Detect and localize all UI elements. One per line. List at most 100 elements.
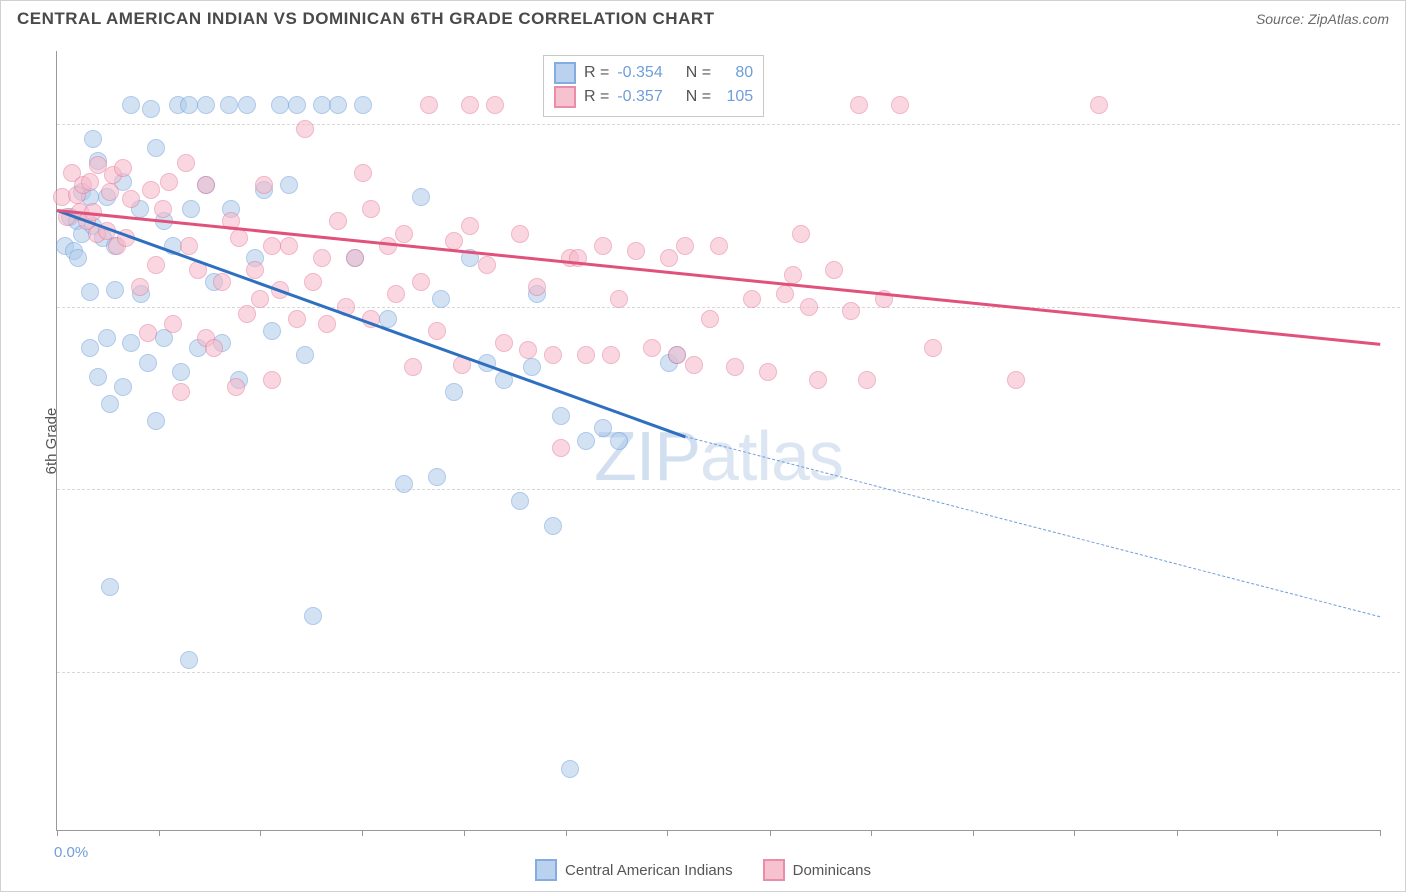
data-point [329, 212, 347, 230]
stat-r-value: -0.354 [617, 64, 673, 82]
data-point [89, 368, 107, 386]
stats-row: R = -0.357 N = 105 [554, 86, 753, 108]
data-point [122, 190, 140, 208]
data-point [461, 217, 479, 235]
data-point [313, 96, 331, 114]
data-point [177, 154, 195, 172]
data-point [850, 96, 868, 114]
data-point [412, 188, 430, 206]
data-point [142, 181, 160, 199]
data-point [610, 432, 628, 450]
data-point [643, 339, 661, 357]
data-point [304, 607, 322, 625]
data-point [594, 419, 612, 437]
x-tick [464, 830, 465, 836]
legend-swatch [535, 859, 557, 881]
data-point [280, 176, 298, 194]
data-point [318, 315, 336, 333]
data-point [776, 285, 794, 303]
data-point [263, 322, 281, 340]
data-point [230, 229, 248, 247]
data-point [495, 334, 513, 352]
stat-r-value: -0.357 [617, 88, 673, 106]
data-point [164, 315, 182, 333]
data-point [784, 266, 802, 284]
data-point [220, 96, 238, 114]
stat-n-value: 105 [719, 88, 753, 106]
x-tick [667, 830, 668, 836]
data-point [577, 346, 595, 364]
data-point [523, 358, 541, 376]
data-point [288, 96, 306, 114]
data-point [544, 346, 562, 364]
data-point [420, 96, 438, 114]
data-point [842, 302, 860, 320]
data-point [180, 96, 198, 114]
x-tick [566, 830, 567, 836]
plot-canvas: ZIPatlas 77.5%85.0%92.5%100.0%R =-0.354 … [56, 51, 1380, 831]
data-point [288, 310, 306, 328]
data-point [101, 183, 119, 201]
x-tick [973, 830, 974, 836]
data-point [101, 578, 119, 596]
data-point [139, 354, 157, 372]
data-point [1090, 96, 1108, 114]
data-point [726, 358, 744, 376]
chart-source: Source: ZipAtlas.com [1256, 11, 1389, 27]
data-point [101, 395, 119, 413]
data-point [197, 176, 215, 194]
data-point [627, 242, 645, 260]
data-point [395, 475, 413, 493]
data-point [296, 120, 314, 138]
data-point [528, 278, 546, 296]
data-point [346, 249, 364, 267]
data-point [519, 341, 537, 359]
data-point [122, 334, 140, 352]
data-point [701, 310, 719, 328]
data-point [213, 273, 231, 291]
data-point [891, 96, 909, 114]
data-point [329, 96, 347, 114]
data-point [445, 232, 463, 250]
data-point [354, 164, 372, 182]
data-point [98, 329, 116, 347]
data-point [445, 383, 463, 401]
data-point [404, 358, 422, 376]
data-point [139, 324, 157, 342]
data-point [296, 346, 314, 364]
data-point [676, 237, 694, 255]
data-point [602, 346, 620, 364]
x-tick [1380, 830, 1381, 836]
legend-item: Central American Indians [535, 859, 733, 881]
x-tick [260, 830, 261, 836]
data-point [858, 371, 876, 389]
y-tick-label: 92.5% [1390, 298, 1406, 315]
stat-r-label: R = [584, 88, 609, 106]
data-point [304, 273, 322, 291]
data-point [511, 492, 529, 510]
data-point [227, 378, 245, 396]
stats-row: R =-0.354 N =80 [554, 62, 753, 84]
data-point [354, 96, 372, 114]
data-point [313, 249, 331, 267]
legend-label: Central American Indians [565, 862, 733, 879]
data-point [263, 237, 281, 255]
data-point [246, 261, 264, 279]
data-point [924, 339, 942, 357]
data-point [142, 100, 160, 118]
data-point [428, 322, 446, 340]
data-point [561, 760, 579, 778]
data-point [205, 339, 223, 357]
stat-n-label: N = [681, 88, 711, 106]
data-point [461, 96, 479, 114]
x-tick [362, 830, 363, 836]
y-tick-label: 77.5% [1390, 663, 1406, 680]
chart-title: CENTRAL AMERICAN INDIAN VS DOMINICAN 6TH… [17, 9, 715, 29]
data-point [172, 363, 190, 381]
data-point [197, 96, 215, 114]
data-point [154, 200, 172, 218]
data-point [577, 432, 595, 450]
chart-header: CENTRAL AMERICAN INDIAN VS DOMINICAN 6TH… [1, 1, 1405, 39]
data-point [800, 298, 818, 316]
data-point [825, 261, 843, 279]
